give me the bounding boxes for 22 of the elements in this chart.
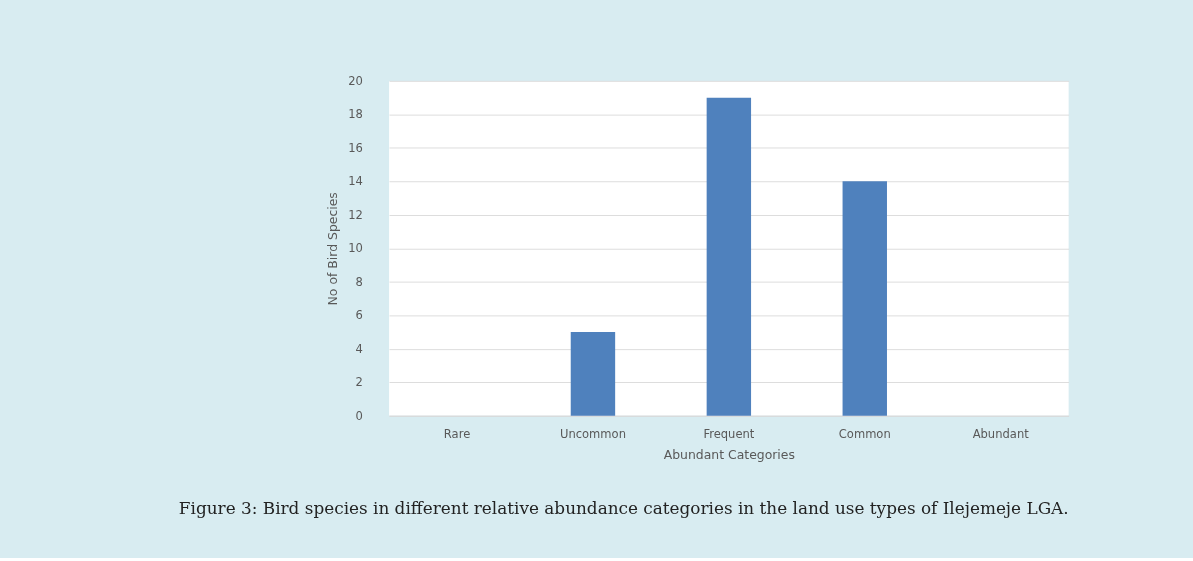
y-tick-label: 20 (348, 73, 363, 88)
bar (570, 332, 616, 416)
caption: Figure 3: Bird species in different relative abundance categories in the land use types of Ilejemeje LGA. (178, 498, 1069, 519)
y-tick-label: 14 (348, 174, 363, 189)
bar (706, 97, 752, 416)
y-tick-label: 8 (355, 274, 363, 289)
bar (842, 181, 887, 416)
y-tick-label: 6 (355, 308, 363, 323)
x-tick-label: Rare (443, 426, 471, 441)
y-tick-label: 2 (355, 375, 363, 390)
x-axis-title: Abundant Categories (663, 446, 795, 462)
x-tick-label: Abundant (972, 426, 1030, 441)
y-tick-label: 0 (355, 408, 363, 423)
y-tick-label: 10 (348, 241, 363, 256)
y-tick-label: 12 (348, 207, 363, 222)
y-tick-label: 18 (348, 107, 363, 122)
x-tick-label: Common (838, 426, 891, 441)
y-tick-label: 4 (355, 341, 363, 356)
x-tick-label: Uncommon (559, 426, 626, 441)
y-tick-label: 16 (348, 140, 363, 155)
x-tick-label: Frequent (703, 426, 755, 441)
y-axis-title: No of Bird Species (324, 192, 340, 306)
